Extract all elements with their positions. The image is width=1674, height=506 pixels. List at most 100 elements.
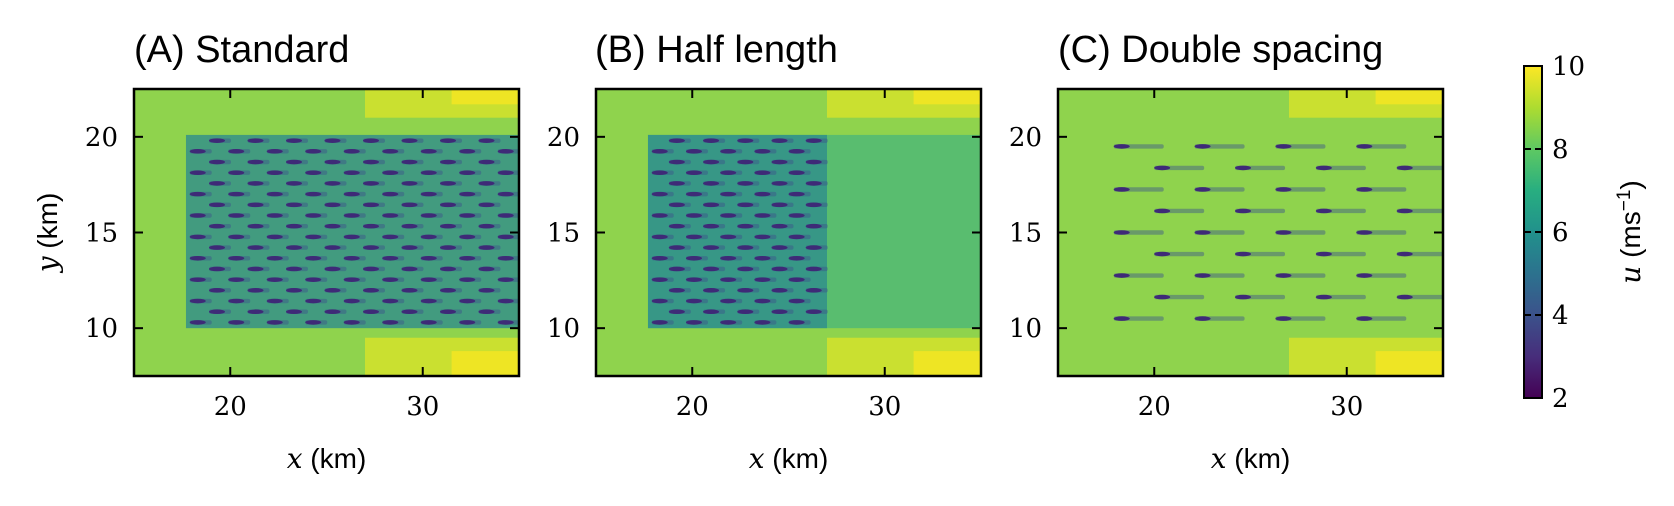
turbine bbox=[401, 309, 418, 315]
turbine bbox=[363, 202, 379, 208]
turbine bbox=[324, 181, 341, 186]
turbine bbox=[1113, 316, 1130, 321]
turbine bbox=[420, 213, 437, 218]
y-tick-label: 20 bbox=[1009, 123, 1042, 153]
turbine bbox=[1154, 251, 1171, 257]
heatmap-plot bbox=[596, 89, 981, 376]
heatmap-field bbox=[1058, 89, 1443, 376]
turbine bbox=[668, 223, 685, 229]
turbine bbox=[1275, 144, 1292, 149]
turbine bbox=[651, 320, 668, 325]
turbine bbox=[771, 288, 788, 293]
turbine bbox=[478, 266, 495, 272]
turbine bbox=[788, 255, 805, 261]
turbine bbox=[209, 309, 225, 315]
turbine bbox=[440, 288, 456, 293]
turbine bbox=[382, 213, 399, 218]
turbine bbox=[720, 191, 737, 197]
turbine bbox=[737, 266, 754, 272]
y-tick-label: 10 bbox=[85, 314, 118, 344]
fastest-flow-region-bottom bbox=[913, 351, 981, 376]
turbine bbox=[754, 213, 771, 218]
turbine bbox=[189, 234, 206, 240]
turbine bbox=[1194, 230, 1211, 235]
y-tick-label: 20 bbox=[547, 123, 580, 153]
turbine bbox=[363, 223, 379, 229]
turbine bbox=[1396, 251, 1413, 257]
turbine bbox=[651, 255, 668, 261]
turbine bbox=[1275, 230, 1292, 235]
y-tick-label: 15 bbox=[547, 219, 580, 249]
turbine bbox=[459, 149, 476, 154]
x-tick-label: 20 bbox=[676, 392, 709, 422]
turbine bbox=[497, 320, 514, 325]
fastest-flow-region-top bbox=[451, 89, 519, 105]
turbine bbox=[401, 245, 418, 250]
turbine bbox=[305, 213, 322, 218]
turbine bbox=[497, 234, 514, 240]
heatmap-field bbox=[596, 89, 981, 376]
turbine bbox=[420, 320, 437, 325]
turbine bbox=[1154, 294, 1171, 300]
turbine bbox=[324, 309, 341, 315]
x-tick-label: 30 bbox=[406, 392, 439, 422]
turbine bbox=[1113, 230, 1130, 235]
turbine bbox=[703, 309, 720, 315]
turbine bbox=[324, 202, 341, 208]
turbine bbox=[703, 245, 720, 250]
turbine bbox=[754, 170, 771, 176]
colorbar-ticks: 2 4 6 8 10 bbox=[1524, 52, 1585, 414]
turbine bbox=[720, 277, 737, 282]
turbine bbox=[478, 288, 495, 293]
turbine bbox=[401, 181, 418, 186]
turbine bbox=[189, 170, 206, 176]
turbine bbox=[478, 181, 495, 186]
turbine bbox=[668, 245, 685, 250]
turbine bbox=[209, 288, 225, 293]
turbine bbox=[266, 170, 283, 176]
turbine bbox=[209, 202, 225, 208]
turbine bbox=[363, 266, 379, 272]
turbine bbox=[343, 298, 360, 304]
turbine bbox=[788, 234, 805, 240]
turbine bbox=[382, 170, 399, 176]
y-tick-label: 15 bbox=[85, 219, 118, 249]
turbine bbox=[1396, 294, 1413, 300]
turbine bbox=[1154, 208, 1171, 214]
turbine bbox=[1235, 208, 1252, 214]
turbine bbox=[497, 149, 514, 154]
turbine bbox=[720, 320, 737, 325]
turbine bbox=[651, 234, 668, 240]
fastest-flow-region-top bbox=[913, 89, 981, 105]
turbine bbox=[266, 298, 283, 304]
turbine bbox=[805, 245, 822, 250]
turbine bbox=[228, 298, 245, 304]
y-tick-label: 10 bbox=[547, 314, 580, 344]
turbine bbox=[286, 309, 302, 315]
turbine bbox=[754, 234, 771, 240]
turbine bbox=[266, 320, 283, 325]
colorbar-tick-label: 6 bbox=[1552, 218, 1569, 248]
turbine bbox=[497, 213, 514, 218]
turbine bbox=[771, 138, 788, 143]
turbine bbox=[1275, 187, 1292, 192]
turbine bbox=[343, 255, 360, 261]
turbine bbox=[324, 138, 341, 143]
turbine bbox=[788, 213, 805, 218]
turbine bbox=[247, 138, 264, 143]
turbine bbox=[1275, 273, 1292, 278]
turbine bbox=[668, 159, 685, 165]
turbine bbox=[247, 223, 264, 229]
turbine bbox=[1396, 165, 1413, 171]
turbine bbox=[685, 191, 702, 197]
turbine bbox=[305, 320, 322, 325]
turbine bbox=[343, 234, 360, 240]
turbine bbox=[771, 309, 788, 315]
turbine bbox=[737, 159, 754, 165]
x-tick-label: 30 bbox=[1330, 392, 1363, 422]
turbine bbox=[247, 245, 264, 250]
turbine bbox=[420, 255, 437, 261]
turbine bbox=[324, 245, 341, 250]
turbine bbox=[189, 191, 206, 197]
